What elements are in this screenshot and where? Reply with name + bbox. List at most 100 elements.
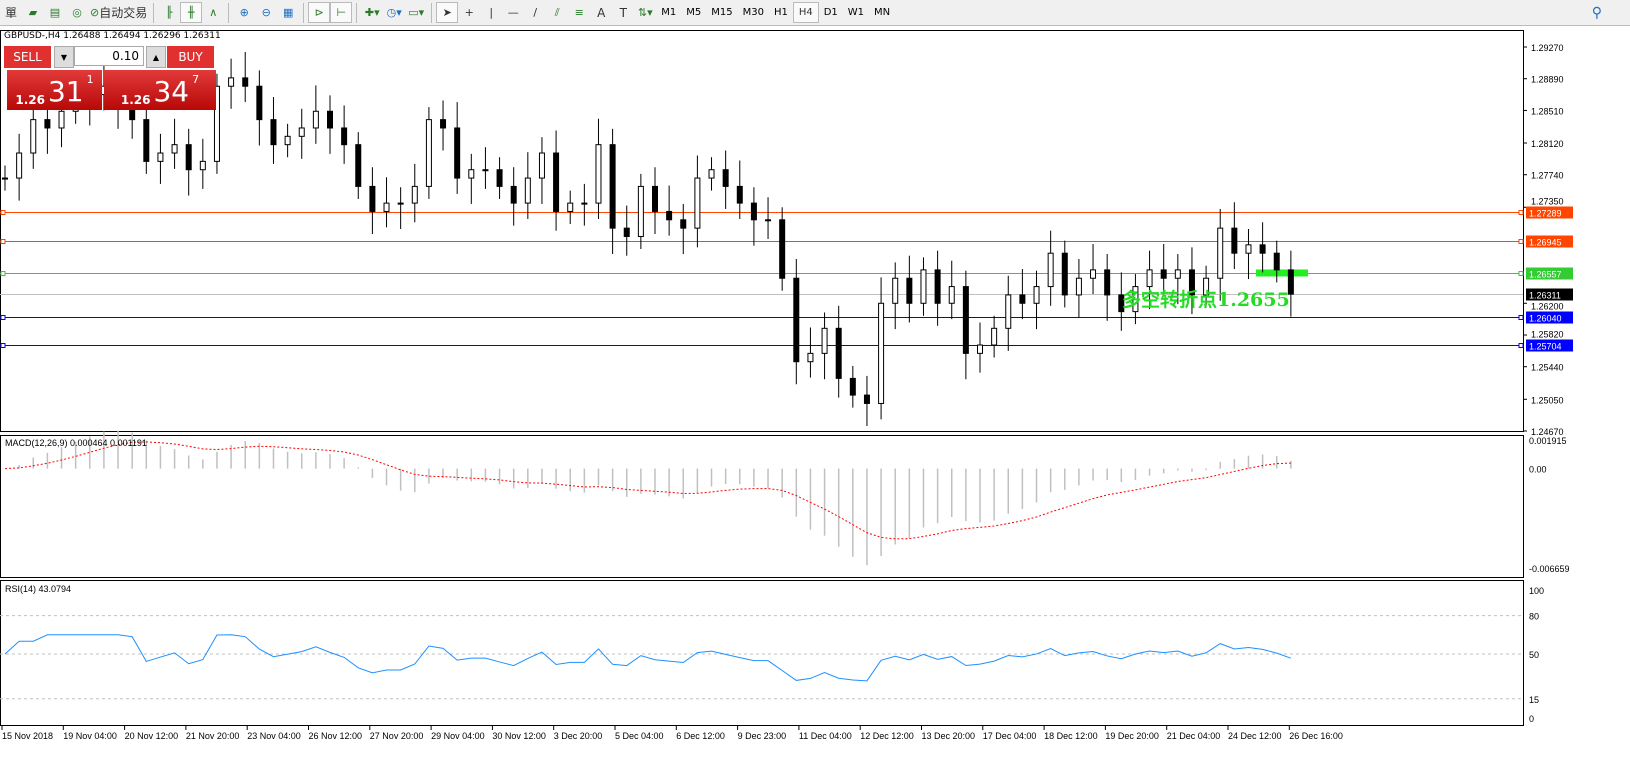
price-level-badge (1526, 311, 1573, 324)
indicators-button[interactable]: ✚▾ (361, 2, 383, 23)
sell-price[interactable]: 1.26 31 1 (7, 70, 102, 110)
candle-body (920, 269, 927, 304)
timeframe-m5[interactable]: M5 (686, 7, 702, 18)
price-tick-label: 1.24670 (1531, 427, 1564, 437)
price-tick-label: 1.28890 (1531, 75, 1564, 85)
line-chart-icon: ∧ (209, 6, 218, 19)
candle-body (948, 286, 955, 304)
zoom-out-button[interactable]: ⊖ (255, 2, 277, 23)
candle-body (538, 152, 545, 179)
buy-price[interactable]: 1.26 34 7 (104, 70, 216, 110)
candle-body (327, 110, 333, 129)
timeframe-d1[interactable]: D1 (823, 7, 838, 18)
rsi-tick-label: 50 (1529, 650, 1539, 660)
buy-button[interactable]: BUY (167, 46, 214, 68)
candle-body (1245, 244, 1252, 254)
level-handle[interactable] (0, 210, 6, 215)
candle-body (1287, 269, 1294, 295)
level-handle[interactable] (1518, 239, 1524, 244)
level-handle[interactable] (1518, 315, 1524, 320)
candle-body (312, 110, 319, 129)
timeframe-m30[interactable]: M30 (742, 7, 764, 18)
lot-input[interactable]: 0.10 (74, 46, 144, 66)
rsi-tick-label: 100 (1529, 586, 1544, 596)
chart-shift-button[interactable]: ⊢ (330, 2, 353, 23)
candle-body (892, 277, 899, 304)
one-click-trading-panel: SELL ▼ 0.10 ▲ BUY 1.26 31 1 1.26 34 7 (4, 46, 216, 110)
candle-body (863, 394, 870, 404)
periods-button[interactable]: ◷▾ (383, 2, 405, 23)
vertical-line-button[interactable]: | (480, 2, 502, 23)
timeframe-m15[interactable]: M15 (711, 7, 733, 18)
tile-button[interactable]: ▦ (277, 2, 299, 23)
folder-button[interactable]: ▰ (22, 2, 44, 23)
candle-body (623, 227, 630, 237)
candle-body (242, 77, 249, 87)
text-label-button[interactable]: T (612, 2, 634, 23)
fibo-fan-button[interactable]: ⫽ (546, 2, 568, 23)
lot-decrease-button[interactable]: ▼ (54, 46, 74, 68)
candle-body (482, 169, 489, 172)
bar-chart-button[interactable]: ╟ (158, 2, 180, 23)
templates-button[interactable]: ▭▾ (405, 2, 427, 23)
arrows-button[interactable]: ⇅▾ (634, 2, 656, 23)
price-tick-label: 1.25050 (1531, 395, 1564, 405)
fibo-retracement-button[interactable]: ≡ (568, 2, 590, 23)
cursor-button[interactable]: ➤ (436, 2, 459, 23)
time-tick-label: 13 Dec 20:00 (922, 731, 976, 741)
candle-body (694, 177, 701, 229)
zoom-in-button[interactable]: ⊕ (233, 2, 255, 23)
timeframe-m1[interactable]: M1 (661, 7, 677, 18)
candle-body (666, 210, 673, 221)
price-level-badge (1526, 206, 1573, 219)
history-button[interactable]: ▤ (44, 2, 66, 23)
trendline-button[interactable]: / (524, 2, 546, 23)
timeframe-mn[interactable]: MN (874, 7, 891, 18)
candle-body (581, 202, 588, 205)
autotrade-button[interactable]: ⊘ 自动交易 (88, 2, 149, 23)
candle-body (609, 144, 616, 229)
time-tick-label: 30 Nov 12:00 (492, 731, 546, 741)
arrows-icon: ⇅▾ (637, 6, 653, 19)
chart-shift-icon: ⊢ (336, 6, 347, 19)
level-handle[interactable] (1518, 210, 1524, 215)
candle-body (553, 152, 560, 212)
candle-body (1090, 269, 1097, 279)
time-tick-label: 27 Nov 20:00 (370, 731, 424, 741)
timeframe-w1[interactable]: W1 (847, 7, 865, 18)
candle-chart-button[interactable]: ╫ (180, 2, 203, 23)
price-chart[interactable]: 1.29270 1.28890 1.28510 1.28120 1.27740 1.273… (0, 28, 1630, 771)
level-handle[interactable] (0, 239, 6, 244)
candle-body (1203, 277, 1210, 296)
signal-button[interactable]: ◎ (66, 2, 88, 23)
price-level-label: 1.25704 (1529, 342, 1562, 352)
horizontal-line-button[interactable]: — (502, 2, 524, 23)
candle-body (1075, 277, 1082, 296)
candle-body (1174, 269, 1181, 279)
candle-body (440, 119, 447, 129)
candle-body (1231, 227, 1238, 254)
candle-body (793, 277, 800, 363)
text-button[interactable]: A (590, 2, 612, 23)
timeframe-h1[interactable]: H1 (773, 7, 788, 18)
candle-body (496, 169, 503, 187)
search-icon[interactable]: ⚲ (1591, 4, 1602, 21)
crosshair-icon: + (464, 6, 474, 19)
level-handle[interactable] (1518, 343, 1524, 348)
line-chart-button[interactable]: ∧ (202, 2, 224, 23)
timeframe-h4[interactable]: H4 (792, 2, 819, 23)
sell-button[interactable]: SELL (4, 46, 51, 68)
order-button[interactable]: 單 (0, 2, 22, 23)
lot-increase-button[interactable]: ▲ (146, 46, 166, 68)
crosshair-button[interactable]: + (458, 2, 480, 23)
candle-body (199, 160, 206, 171)
level-handle[interactable] (0, 271, 6, 276)
candle-body (1188, 269, 1195, 296)
price-level-badge (1526, 267, 1573, 280)
level-handle[interactable] (0, 315, 6, 320)
level-handle[interactable] (1518, 271, 1524, 276)
autoscroll-button[interactable]: ⊳ (308, 2, 331, 23)
toolbar-separator (356, 2, 358, 23)
buy-price-prefix: 1.26 (120, 93, 151, 107)
level-handle[interactable] (0, 343, 6, 348)
